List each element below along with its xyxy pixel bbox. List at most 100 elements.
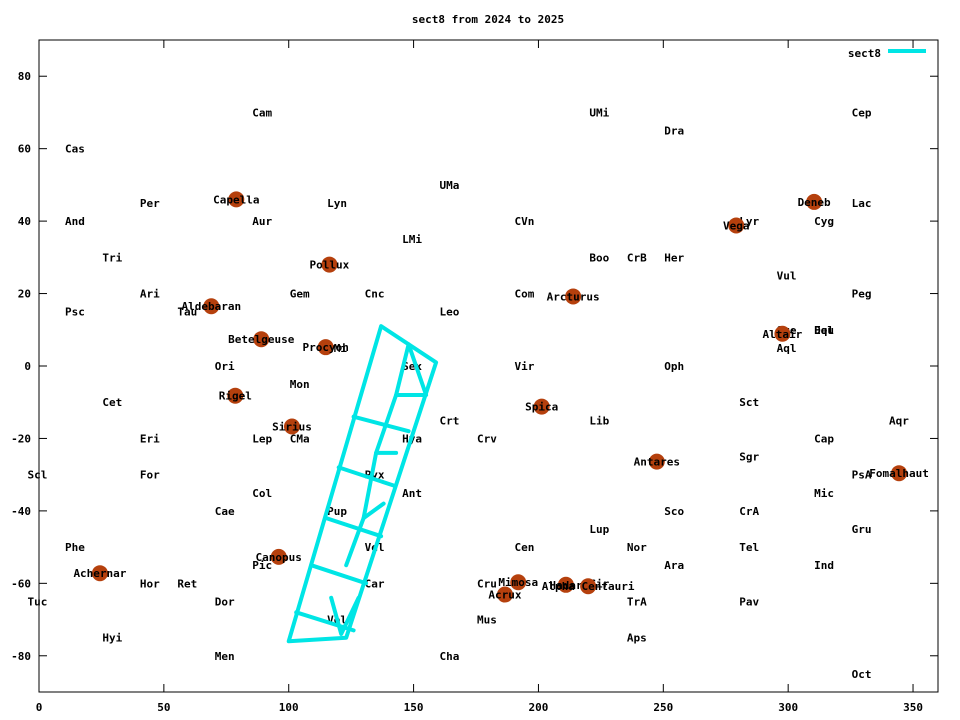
star-marker	[496, 586, 513, 603]
constellation-label: Tri	[102, 251, 122, 264]
constellation-label: Cas	[65, 143, 85, 156]
sect8-segment	[394, 342, 429, 397]
constellation-label: Pic	[252, 559, 272, 572]
constellation-label: Men	[215, 650, 235, 663]
constellation-label: Dra	[664, 125, 684, 138]
constellation-label: Pup	[327, 505, 347, 518]
constellation-label: CrB	[627, 251, 647, 264]
constellation-label: Phe	[65, 541, 85, 554]
sect8-segment	[344, 516, 366, 568]
x-tick-label: 250	[653, 701, 673, 714]
constellation-label: Tel	[739, 541, 759, 554]
constellation-label: Crt	[440, 414, 460, 427]
y-tick-label: 80	[18, 70, 31, 83]
star-marker	[557, 576, 574, 593]
star-label: Alpha Centauri	[542, 580, 635, 593]
star-label: Spica	[525, 401, 558, 414]
constellation-label: Cae	[215, 505, 235, 518]
constellation-label: Scl	[28, 469, 48, 482]
constellation-label: And	[65, 215, 85, 228]
x-tick-label: 50	[157, 701, 170, 714]
constellation-label: Equ	[814, 324, 834, 337]
constellation-label: Cep	[852, 106, 872, 119]
star-marker	[774, 325, 791, 342]
star-label: Fomalhaut	[869, 467, 929, 480]
constellation-label: Nor	[627, 541, 647, 554]
star-label: Vega	[723, 219, 750, 232]
constellation-label: Mus	[477, 614, 497, 627]
star-label: Altair	[763, 328, 803, 341]
constellation-label: Lac	[852, 197, 872, 210]
y-tick-label: -80	[11, 650, 31, 663]
star-marker	[270, 548, 287, 565]
legend: sect8	[848, 47, 926, 60]
star-marker	[648, 453, 665, 470]
constellation-label: Sgr	[739, 451, 759, 464]
x-tick-label: 300	[778, 701, 798, 714]
constellation-label: Cnc	[365, 288, 385, 301]
x-tick-label: 0	[36, 701, 43, 714]
star-marker	[317, 339, 334, 356]
star-label: Achernar	[73, 567, 126, 580]
star-label: Rigel	[219, 390, 252, 403]
star-marker	[283, 418, 300, 435]
constellation-label: Cen	[514, 541, 534, 554]
constellation-label: Ant	[402, 487, 422, 500]
constellation-label: Gem	[290, 288, 310, 301]
x-tick-label: 350	[903, 701, 923, 714]
constellation-label: Col	[252, 487, 272, 500]
sect8-segment	[336, 465, 396, 488]
star-marker	[580, 578, 597, 595]
constellation-label: Hor	[140, 577, 160, 590]
legend-entry-label: sect8	[848, 47, 881, 60]
y-tick-label: 60	[18, 143, 31, 156]
star-marker	[728, 217, 745, 234]
star-label: Antares	[634, 456, 680, 469]
star-label: Aldebaran	[182, 300, 242, 313]
sect8-segment	[309, 563, 369, 586]
sect8-outline	[286, 324, 439, 644]
x-tick-label: 200	[529, 701, 549, 714]
constellation-label: Hyi	[102, 632, 122, 645]
constellation-label: Lup	[589, 523, 609, 536]
constellation-labels: Cam UMi Cep Dra Cas UMa Per Lyn Lac And Aur CVn Lyr C…	[28, 106, 910, 680]
star-markers: Capella Aldebaran Betelgeuse Rigel Sirius Can…	[73, 191, 929, 603]
constellation-label: Vul	[777, 269, 797, 282]
constellation-label: CVn	[514, 215, 534, 228]
axis-ticks: 0 50 100 150 200 250 300 350 -80 -60 -40 -20 0 20 40 60…	[11, 40, 938, 714]
star-marker	[533, 398, 550, 415]
constellation-label: Dor	[215, 595, 235, 608]
constellation-label: Car	[365, 577, 385, 590]
constellation-label: Del	[814, 324, 834, 337]
constellation-label: Vir	[514, 360, 534, 373]
constellation-label: CMa	[290, 432, 310, 445]
constellation-label: Mon	[290, 378, 310, 391]
constellation-label: Lib	[589, 414, 609, 427]
star-label: Pollux	[310, 259, 350, 272]
chart-title: sect8 from 2024 to 2025	[412, 13, 564, 26]
x-tick-label: 100	[279, 701, 299, 714]
sect8-segment	[286, 324, 439, 644]
star-marker	[565, 288, 582, 305]
x-tick-label: 150	[404, 701, 424, 714]
constellation-label: Crv	[477, 432, 497, 445]
constellation-label: Her	[664, 251, 684, 264]
constellation-label: Psc	[65, 306, 85, 319]
star-label: Acrux	[488, 589, 521, 602]
constellation-label: Mic	[814, 487, 834, 500]
constellation-label: CrA	[739, 505, 759, 518]
constellation-label: Cam	[252, 106, 272, 119]
star-label: Deneb	[798, 196, 831, 209]
constellation-label: Ari	[140, 288, 160, 301]
constellation-label: Ara	[664, 559, 684, 572]
constellation-label: Lyr	[739, 215, 759, 228]
constellation-label: Lyn	[327, 197, 347, 210]
star-label: Betelgeuse	[228, 333, 295, 346]
constellation-label: Gru	[852, 523, 872, 536]
constellation-label: Tuc	[28, 595, 48, 608]
constellation-label: Ind	[814, 559, 834, 572]
star-label: Arcturus	[547, 290, 600, 303]
constellation-label: Oct	[852, 668, 872, 681]
star-marker	[321, 256, 338, 273]
constellation-label: Sco	[664, 505, 684, 518]
